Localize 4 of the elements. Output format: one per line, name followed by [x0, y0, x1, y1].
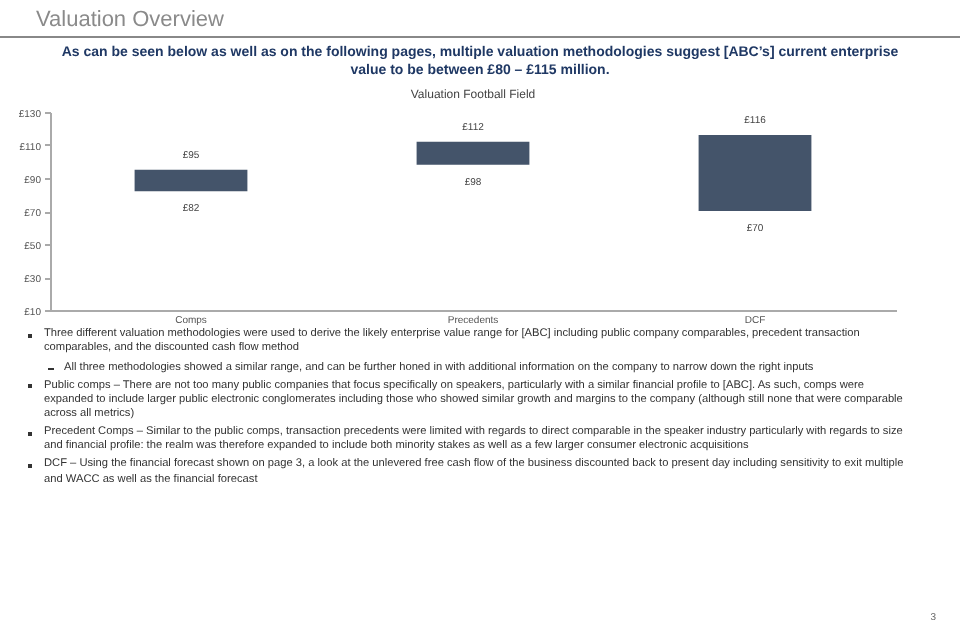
- chart-title: Valuation Overview: [0, 0, 960, 38]
- bar: [698, 135, 812, 212]
- bar: [416, 142, 530, 166]
- bar: [134, 170, 248, 192]
